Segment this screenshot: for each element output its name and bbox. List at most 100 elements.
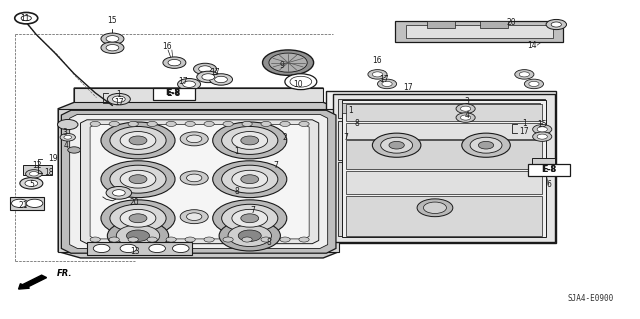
Circle shape <box>106 36 119 42</box>
Polygon shape <box>479 21 508 28</box>
Circle shape <box>106 187 132 199</box>
Text: 17: 17 <box>114 98 124 107</box>
Circle shape <box>128 122 138 126</box>
Circle shape <box>524 79 543 89</box>
Text: 16: 16 <box>372 56 382 65</box>
Circle shape <box>147 122 157 126</box>
Circle shape <box>108 93 131 105</box>
Text: 1: 1 <box>116 90 121 99</box>
Polygon shape <box>58 88 339 258</box>
Circle shape <box>120 170 156 188</box>
Circle shape <box>209 74 232 85</box>
Circle shape <box>198 66 211 72</box>
Circle shape <box>537 127 547 132</box>
Circle shape <box>204 122 214 126</box>
Circle shape <box>456 104 475 114</box>
Text: 17: 17 <box>210 68 220 77</box>
Polygon shape <box>81 120 319 244</box>
Circle shape <box>147 237 157 242</box>
Text: FR.: FR. <box>57 269 72 278</box>
Circle shape <box>120 244 137 253</box>
Circle shape <box>101 42 124 53</box>
Circle shape <box>299 122 309 126</box>
Circle shape <box>26 170 42 178</box>
Circle shape <box>101 33 124 45</box>
FancyBboxPatch shape <box>528 164 570 176</box>
Text: E-8: E-8 <box>541 165 556 174</box>
Text: 8: 8 <box>355 119 360 129</box>
Text: 11: 11 <box>20 14 29 23</box>
Circle shape <box>177 78 200 90</box>
Circle shape <box>461 106 470 111</box>
Circle shape <box>223 122 233 126</box>
Circle shape <box>456 113 475 122</box>
FancyBboxPatch shape <box>153 88 195 100</box>
Circle shape <box>219 220 280 251</box>
Text: 7: 7 <box>250 206 255 215</box>
Circle shape <box>204 237 214 242</box>
Circle shape <box>21 16 31 21</box>
Circle shape <box>186 135 202 143</box>
Circle shape <box>101 161 175 197</box>
Circle shape <box>90 237 100 242</box>
Circle shape <box>232 131 268 149</box>
Text: 1: 1 <box>348 106 353 115</box>
Circle shape <box>120 131 156 149</box>
Text: 2: 2 <box>282 133 287 142</box>
Circle shape <box>381 137 413 153</box>
Circle shape <box>127 230 150 241</box>
Circle shape <box>262 50 314 75</box>
Circle shape <box>93 244 110 253</box>
Polygon shape <box>346 123 542 139</box>
Text: 10: 10 <box>293 80 303 89</box>
Polygon shape <box>333 94 555 242</box>
Text: 15: 15 <box>108 16 117 25</box>
Polygon shape <box>428 21 456 28</box>
Text: 7: 7 <box>343 133 348 142</box>
Text: 9: 9 <box>279 61 284 70</box>
Text: 17: 17 <box>178 77 188 86</box>
Circle shape <box>185 122 195 126</box>
Polygon shape <box>326 91 556 243</box>
Circle shape <box>180 171 208 185</box>
Polygon shape <box>70 115 328 249</box>
Text: 17: 17 <box>520 127 529 136</box>
Circle shape <box>290 76 312 87</box>
Circle shape <box>228 225 271 247</box>
Text: 8: 8 <box>266 238 271 247</box>
Circle shape <box>221 126 278 154</box>
Circle shape <box>168 59 180 66</box>
Circle shape <box>478 141 493 149</box>
Circle shape <box>223 237 233 242</box>
Circle shape <box>382 81 392 86</box>
Circle shape <box>58 120 78 130</box>
Text: 4: 4 <box>465 111 469 120</box>
Circle shape <box>269 53 307 72</box>
Polygon shape <box>396 21 563 42</box>
Circle shape <box>26 199 43 207</box>
Circle shape <box>68 147 81 153</box>
Circle shape <box>101 200 175 237</box>
Text: 17: 17 <box>403 83 413 92</box>
Polygon shape <box>342 103 540 114</box>
Polygon shape <box>338 162 545 236</box>
Circle shape <box>166 237 176 242</box>
Circle shape <box>532 124 552 134</box>
Text: 6: 6 <box>546 181 551 189</box>
Text: E-8: E-8 <box>542 166 556 174</box>
Circle shape <box>221 165 278 193</box>
Circle shape <box>110 165 166 193</box>
Polygon shape <box>23 165 52 175</box>
Circle shape <box>462 133 510 157</box>
Text: 14: 14 <box>527 41 537 50</box>
Polygon shape <box>334 96 548 238</box>
Circle shape <box>109 122 119 126</box>
Polygon shape <box>87 242 192 255</box>
FancyArrow shape <box>19 275 47 289</box>
Circle shape <box>101 122 175 159</box>
Circle shape <box>129 175 147 184</box>
Circle shape <box>280 237 290 242</box>
Text: 8: 8 <box>235 187 239 196</box>
Circle shape <box>182 81 195 87</box>
Circle shape <box>241 136 259 145</box>
